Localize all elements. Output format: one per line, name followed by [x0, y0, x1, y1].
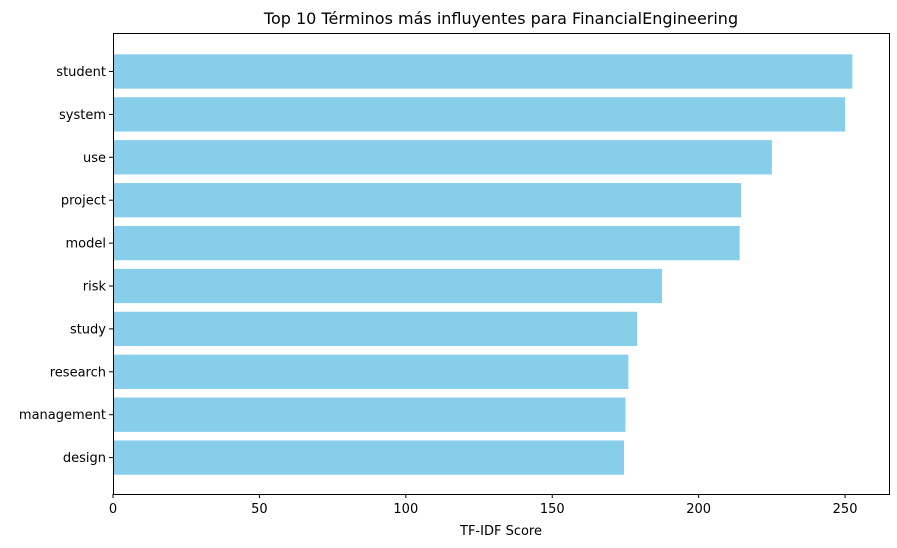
y-tick-label: use [83, 151, 106, 166]
bar-study [113, 311, 638, 347]
bar-system [113, 97, 846, 132]
x-tick-label: 250 [833, 502, 858, 517]
x-tick-label: 100 [393, 502, 418, 517]
x-axis-label: TF-IDF Score [459, 524, 542, 539]
bar-research [113, 354, 629, 389]
y-tick-label: study [70, 322, 106, 337]
y-tick-label: research [50, 365, 106, 380]
bar-model [113, 225, 740, 261]
bar-student [113, 54, 853, 89]
x-tick-label: 150 [540, 502, 565, 517]
y-tick-label: design [63, 451, 106, 466]
bar-project [113, 183, 742, 218]
y-tick-label: risk [83, 280, 107, 295]
x-tick-label: 0 [109, 502, 117, 517]
y-tick-label: model [66, 237, 106, 252]
y-tick-label: student [56, 65, 106, 80]
y-tick-label: management [19, 408, 106, 423]
bar-use [113, 140, 772, 175]
bar-management [113, 397, 626, 432]
bars-group [113, 54, 853, 475]
y-axis-ticks: student system use project model risk study res… [19, 65, 113, 466]
y-tick-label: project [61, 194, 106, 209]
bar-risk [113, 268, 663, 304]
chart-title: Top 10 Términos más influyentes para Fin… [263, 9, 738, 28]
x-tick-label: 200 [686, 502, 711, 517]
x-axis-ticks: 0 50 100 150 200 250 [109, 494, 858, 517]
plot-frame [113, 33, 890, 495]
x-tick-label: 50 [251, 502, 268, 517]
y-tick-label: system [59, 108, 106, 123]
bar-design [113, 440, 624, 475]
